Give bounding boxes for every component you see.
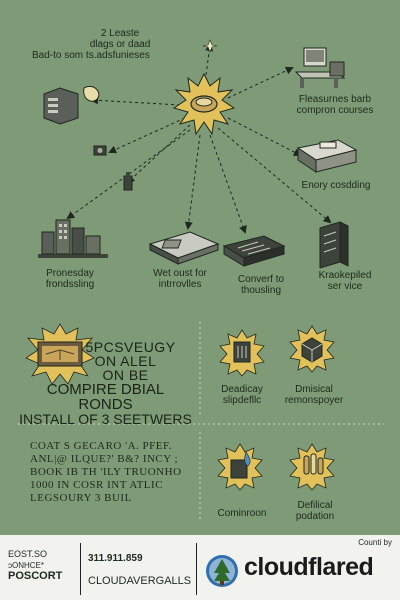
node-label-top-right-line2: compron courses [296, 105, 374, 116]
node-label-right-mid: Enory cosdding [286, 180, 386, 191]
counti-by-text: Counti by [358, 538, 392, 547]
footer-divider-1 [80, 543, 81, 595]
intro-line-1: 2 Leaste [100, 28, 140, 39]
camera-icon [93, 145, 107, 156]
lower-paragraph-line4: 1000 IN COSR INT ATLIC [30, 479, 164, 491]
node-label-bottom-center-right-line2: thousling [240, 285, 282, 296]
building-badge-icon [219, 329, 265, 377]
node-label-bottom-right: Kraokepiled ser vice [300, 270, 390, 292]
bottle-icon [123, 172, 133, 191]
badge2-label-line2: remonspoyer [284, 395, 344, 406]
node-label-bottom-left-line2: frondssling [45, 279, 95, 290]
connector-to-tray [184, 134, 201, 230]
connector-to-camera [108, 117, 186, 154]
badge4-label: Defilical podation [280, 500, 350, 522]
intro-text: 2 Leaste dlags or daad Bad-to som ts.ads… [32, 28, 200, 61]
connector-to-city [66, 129, 191, 220]
node-label-bottom-right-line1: Kraokepiled [318, 270, 372, 281]
intro-line-2: dlags or daad [89, 39, 151, 50]
intro-line-3: Bad-to som ts.adsfunieses [32, 50, 150, 61]
footer: Counti by EOST.SO ɔONHCE* POSCORT 311.91… [0, 535, 400, 600]
book-icon [319, 221, 349, 269]
cube-badge-icon [289, 325, 335, 373]
city-buildings-icon [38, 219, 108, 258]
node-label-bottom-center-line1: Wet oust for [153, 268, 207, 279]
circuit-board-icon [222, 235, 286, 267]
middle-heading-line5: INSTALL OF 3 SEETWERS [19, 411, 192, 427]
node-label-right-mid-line1: Enory cosdding [301, 180, 371, 191]
connector-to-bottle [126, 124, 191, 184]
badge1-label-line1: Deadicay [221, 384, 263, 395]
connector-to-board [209, 134, 247, 234]
middle-heading-line4: COMPIRE DBIAL RONDS [46, 381, 165, 413]
footer-left-line3: POSCORT [8, 570, 63, 582]
footer-phone[interactable]: 311.911.859 [88, 553, 143, 564]
node-label-top-right: Fleasurnes barb compron courses [280, 94, 390, 116]
connector-to-printer [227, 117, 302, 156]
middle-heading-line1: 5PCSVEUGY [85, 339, 176, 355]
connector-lines [66, 43, 332, 234]
node-label-bottom-left: Pronesday frondssling [20, 268, 120, 290]
sparkle-icon [202, 39, 218, 53]
cloudflared-brand-text[interactable]: cloudflared [244, 553, 374, 581]
node-label-top-right-line1: Fleasurnes barb [298, 94, 372, 105]
server-icon [43, 86, 100, 125]
connector-to-book [217, 127, 332, 224]
footer-company: CLOUDAVERGALLS [88, 575, 192, 587]
node-label-bottom-center-right: Converf to thousling [216, 274, 306, 296]
lower-paragraph-line5: LEGSOURY 3 BUIL [30, 492, 132, 504]
cloudflared-logo-icon [206, 555, 238, 587]
node-label-bottom-right-line2: ser vice [327, 281, 363, 292]
tray-device-icon [148, 231, 220, 265]
node-label-bottom-left-line1: Pronesday [46, 268, 94, 279]
footer-left-block: EOST.SO ɔONHCE* POSCORT [8, 549, 78, 582]
footer-left-line1: EOST.SO [8, 549, 48, 559]
badge1-label-line2: slipdefllc [222, 395, 262, 406]
badge2-label-line1: Dmisical [295, 384, 333, 395]
node-label-bottom-center: Wet oust for intrrovlles [130, 268, 230, 290]
badge3-label-line1: Cominroon [217, 508, 267, 519]
node-label-bottom-center-right-line1: Converf to [237, 274, 285, 285]
middle-heading-line2: ON ALEL [94, 353, 157, 369]
footer-divider-2 [196, 543, 197, 595]
badge4-label-line1: Defilical [297, 500, 333, 511]
water-drop-badge-icon [217, 443, 263, 491]
connector-to-server [90, 96, 181, 106]
printer-icon [296, 139, 358, 173]
badge4-label-line2: podation [295, 511, 335, 522]
middle-heading: 5PCSVEUGY ON ALEL ON BE COMPIRE DBIAL RO… [18, 340, 193, 426]
lower-paragraph: COAT S GECARO 'A. PFEF. ANL|@ ILQUE?' B&… [30, 440, 200, 505]
workstation-icon [294, 47, 346, 88]
lower-paragraph-line2: ANL|@ ILQUE?' B&? INCY ; [30, 453, 179, 465]
framed-circuit-sunburst-icon [25, 323, 95, 385]
hub-sunburst-icon [172, 72, 236, 136]
separators [18, 322, 384, 520]
badge1-label: Deadicay slipdefllc [210, 384, 274, 406]
badge2-label: Dmisical remonspoyer [276, 384, 352, 406]
lower-paragraph-line3: BOOK IB TH 'ILY TRUONHO [30, 466, 182, 478]
middle-heading-line3: ON BE [102, 367, 149, 383]
lower-paragraph-line1: COAT S GECARO 'A. PFEF. [30, 440, 172, 452]
footer-left-line2: ɔONHCE* [8, 561, 45, 570]
node-label-bottom-center-line2: intrrovlles [158, 279, 202, 290]
test-tubes-badge-icon [289, 443, 335, 491]
badge3-label: Cominroon [210, 508, 274, 519]
